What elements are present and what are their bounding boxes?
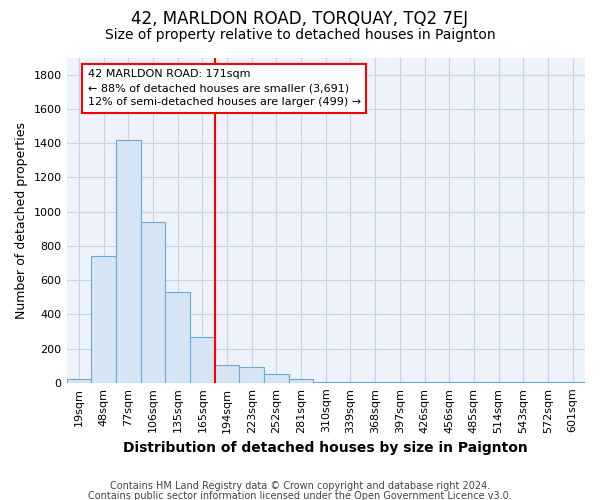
Bar bbox=[461, 382, 486, 383]
Text: Contains public sector information licensed under the Open Government Licence v3: Contains public sector information licen… bbox=[88, 491, 512, 500]
Bar bbox=[560, 382, 585, 383]
Text: 42, MARLDON ROAD, TORQUAY, TQ2 7EJ: 42, MARLDON ROAD, TORQUAY, TQ2 7EJ bbox=[131, 10, 469, 28]
Text: Size of property relative to detached houses in Paignton: Size of property relative to detached ho… bbox=[104, 28, 496, 42]
Bar bbox=[116, 140, 140, 383]
Bar bbox=[437, 382, 461, 383]
Bar bbox=[486, 382, 511, 383]
Bar bbox=[91, 256, 116, 383]
Bar bbox=[338, 382, 363, 383]
Bar bbox=[313, 382, 338, 383]
Bar bbox=[239, 368, 264, 383]
Bar bbox=[190, 336, 215, 383]
Bar bbox=[264, 374, 289, 383]
Y-axis label: Number of detached properties: Number of detached properties bbox=[15, 122, 28, 318]
Bar bbox=[215, 365, 239, 383]
Text: Contains HM Land Registry data © Crown copyright and database right 2024.: Contains HM Land Registry data © Crown c… bbox=[110, 481, 490, 491]
Bar bbox=[363, 382, 388, 383]
Bar bbox=[289, 378, 313, 383]
Text: 42 MARLDON ROAD: 171sqm
← 88% of detached houses are smaller (3,691)
12% of semi: 42 MARLDON ROAD: 171sqm ← 88% of detache… bbox=[88, 70, 361, 108]
Bar bbox=[165, 292, 190, 383]
Bar bbox=[140, 222, 165, 383]
Bar bbox=[536, 382, 560, 383]
Bar bbox=[412, 382, 437, 383]
X-axis label: Distribution of detached houses by size in Paignton: Distribution of detached houses by size … bbox=[124, 441, 528, 455]
Bar bbox=[388, 382, 412, 383]
Bar bbox=[67, 380, 91, 383]
Bar bbox=[511, 382, 536, 383]
